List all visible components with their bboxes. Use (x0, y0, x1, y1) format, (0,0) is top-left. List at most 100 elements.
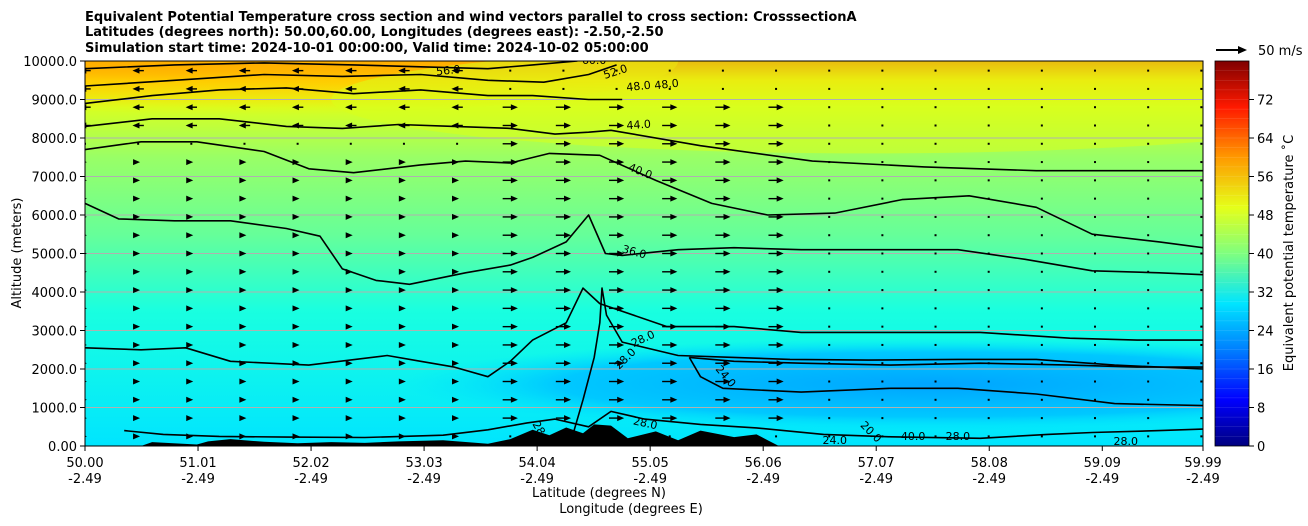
wind-vector (1094, 124, 1097, 127)
wind-vector (828, 417, 831, 420)
wind-vector-head (452, 341, 460, 348)
wind-vector-head (239, 177, 247, 184)
wind-vector (1094, 435, 1097, 438)
wind-vector-head (398, 67, 406, 74)
wind-vector (881, 325, 884, 328)
wind-vector-head (723, 287, 731, 294)
wind-vector-head (776, 250, 784, 257)
wind-vector (934, 417, 937, 420)
wind-vector-head (776, 415, 784, 422)
x-tick-label-latitude: 57.07 (858, 456, 895, 471)
wind-vector-head (186, 159, 194, 166)
wind-vector-head (345, 195, 353, 202)
wind-vector (987, 343, 990, 346)
wind-vector-head (617, 396, 625, 403)
wind-vector-head (617, 415, 625, 422)
wind-vector-head (292, 213, 300, 220)
wind-vector (1040, 215, 1043, 218)
wind-vector-head (723, 396, 731, 403)
y-axis-label: Altitude (meters) (10, 198, 25, 309)
y-tick-label: 2000.0 (32, 363, 78, 378)
x-tick-label-longitude: -2.49 (181, 472, 215, 487)
wind-vector (934, 252, 937, 255)
wind-vector (1200, 398, 1203, 401)
x-tick-label-longitude: -2.49 (633, 472, 667, 487)
wind-vector-head (670, 213, 678, 220)
wind-vector-head (776, 341, 784, 348)
wind-vector-head (292, 287, 300, 294)
wind-vector-head (133, 250, 141, 257)
wind-vector (296, 142, 299, 145)
wind-vector-head (239, 415, 247, 422)
wind-vector-head (617, 378, 625, 385)
wind-vector (881, 87, 884, 90)
wind-vector (1200, 87, 1203, 90)
wind-vector (1200, 252, 1203, 255)
x-tick-label-latitude: 59.99 (1184, 456, 1221, 471)
wind-vector-head (510, 195, 518, 202)
wind-vector-head (510, 232, 518, 239)
wind-vector (1094, 343, 1097, 346)
wind-vector-head (723, 140, 731, 147)
y-tick-label: 3000.0 (32, 325, 78, 340)
wind-vector-head (292, 378, 300, 385)
wind-vector-head (452, 287, 460, 294)
wind-vector-head (617, 287, 625, 294)
wind-vector-head (670, 360, 678, 367)
wind-vector-head (617, 177, 625, 184)
wind-vector-head (239, 195, 247, 202)
wind-vector (934, 197, 937, 200)
wind-vector (1147, 124, 1150, 127)
wind-vector-head (510, 250, 518, 257)
wind-vector (828, 252, 831, 255)
wind-vector (881, 307, 884, 310)
wind-vector-head (564, 323, 572, 330)
wind-vector (1200, 325, 1203, 328)
wind-vector (828, 435, 831, 438)
wind-vector (881, 289, 884, 292)
x-tick-label-longitude: -2.49 (1186, 472, 1220, 487)
wind-vector-head (186, 268, 194, 275)
wind-vector (456, 142, 459, 145)
wind-vector-head (398, 415, 406, 422)
wind-vector-head (186, 250, 194, 257)
y-tick-label: 0.00 (48, 440, 77, 455)
wind-vector-head (452, 232, 460, 239)
colorbar-tick-label: 40 (1257, 248, 1274, 263)
wind-vector-head (670, 159, 678, 166)
wind-vector (881, 398, 884, 401)
wind-vector (721, 69, 724, 72)
wind-vector-head (345, 287, 353, 294)
wind-vector-head (670, 177, 678, 184)
wind-vector-head (185, 85, 193, 92)
wind-vector-head (345, 250, 353, 257)
wind-vector (934, 289, 937, 292)
wind-vector-head (239, 232, 247, 239)
wind-vector (1147, 106, 1150, 109)
wind-vector (934, 435, 937, 438)
wind-vector-head (292, 250, 300, 257)
wind-vector-head (670, 341, 678, 348)
wind-vector (881, 69, 884, 72)
wind-vector-head (398, 305, 406, 312)
wind-vector (987, 380, 990, 383)
wind-vector (828, 289, 831, 292)
contour-label: 24.0 (823, 434, 848, 447)
wind-vector (1094, 179, 1097, 182)
wind-vector-head (617, 360, 625, 367)
wind-vector-head (239, 323, 247, 330)
wind-vector (934, 234, 937, 237)
wind-vector (881, 234, 884, 237)
wind-vector (828, 197, 831, 200)
wind-vector (934, 398, 937, 401)
wind-vector (881, 362, 884, 365)
wind-vector-head (292, 268, 300, 275)
wind-vector (243, 142, 246, 145)
wind-vector (828, 215, 831, 218)
wind-vector-head (776, 104, 784, 111)
wind-vector (562, 87, 565, 90)
wind-vector (1094, 69, 1097, 72)
wind-vector-head (239, 305, 247, 312)
wind-vector-head (723, 195, 731, 202)
colorbar-tick-label: 32 (1257, 286, 1274, 301)
